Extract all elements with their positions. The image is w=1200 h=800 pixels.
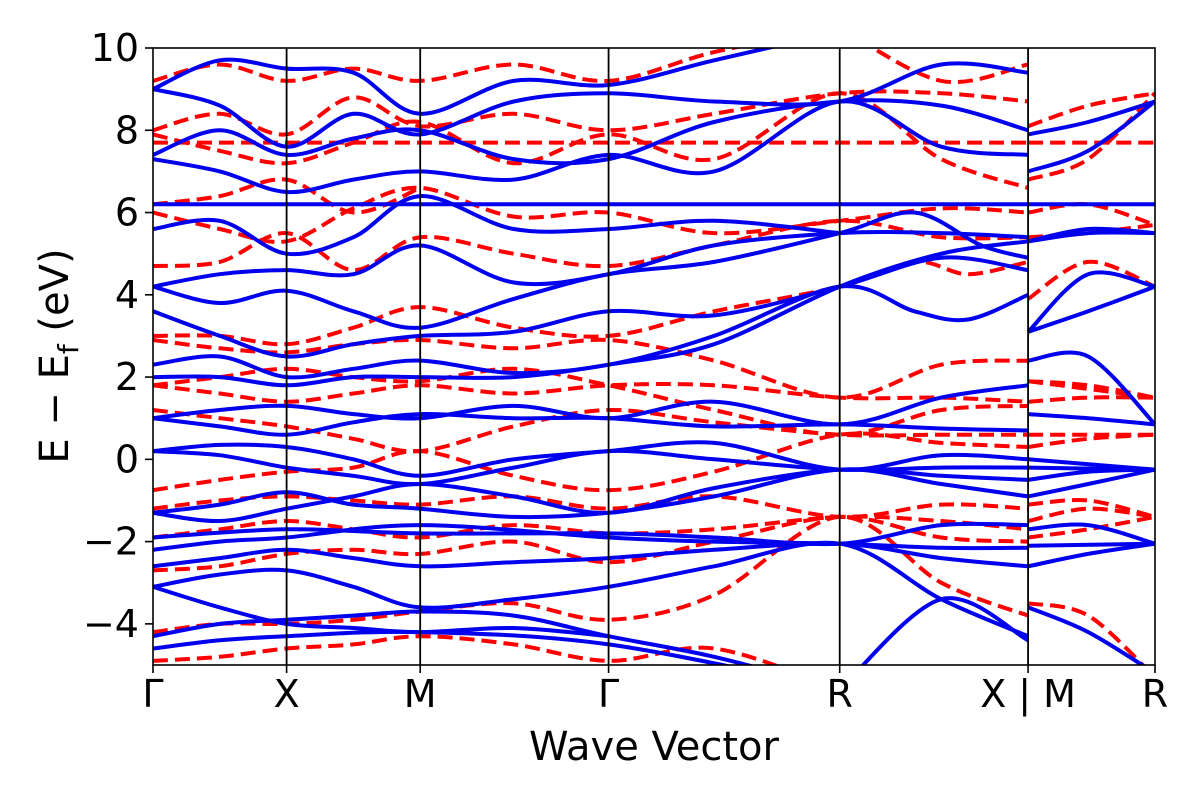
band-line-dashed-3: [153, 514, 1155, 573]
y-tick-label: 6: [115, 191, 139, 235]
y-axis-label-main: E − E: [32, 354, 78, 464]
kpoint-lines: [285, 48, 1029, 665]
band-line-solid-25: [860, 596, 1030, 665]
band-line-solid-1: [153, 609, 756, 665]
band-line-solid-21: [153, 98, 1155, 166]
x-tick-label-4: Γ: [598, 672, 619, 716]
y-tick-label: 10: [91, 26, 139, 70]
band-line-dashed-5: [153, 494, 1155, 519]
x-tick-label-6: X | M: [980, 672, 1076, 717]
band-line-dashed-17: [153, 48, 743, 83]
x-axis-ticks: Γ X M Γ R X | M R: [142, 665, 1168, 717]
series-layer: [153, 48, 1155, 665]
band-line-solid-18: [153, 194, 840, 257]
plot-frame: [152, 47, 1156, 666]
x-tick-label-3: M: [404, 672, 437, 716]
x-tick-label-1: Γ: [142, 672, 163, 716]
y-tick-label: 0: [115, 437, 139, 481]
y-tick-label: 8: [115, 108, 139, 152]
y-axis-label-subscript: f: [52, 343, 85, 354]
y-axis-label-unit: (eV): [32, 248, 78, 344]
band-line-solid-23: [153, 48, 777, 116]
y-tick-label: −2: [83, 520, 139, 564]
band-line-dashed-10: [153, 337, 1155, 400]
band-line-solid-6: [153, 521, 1155, 547]
y-tick-label: 4: [115, 273, 139, 317]
y-tick-label: −4: [83, 602, 139, 646]
band-line-solid-20: [153, 99, 1155, 195]
band-line-solid-3: [153, 540, 1146, 665]
band-line-solid-10: [153, 440, 1155, 478]
y-tick-label: 2: [115, 355, 139, 399]
band-line-solid-15: [153, 255, 1155, 359]
band-line-dashed-13: [153, 185, 1155, 244]
series-solid: [153, 48, 1155, 665]
band-line-dashed-1: [153, 634, 781, 665]
x-axis-label: Wave Vector: [529, 724, 780, 770]
band-line-solid-17: [153, 229, 1029, 289]
plot-area: [153, 48, 1155, 665]
band-line-solid-11: [153, 412, 1155, 437]
y-axis-ticks: −4 −2 0 2 4 6 8 10: [83, 26, 153, 646]
y-axis-label: E − Ef (eV): [32, 248, 85, 463]
x-tick-label-7: R: [1142, 672, 1168, 716]
band-line-solid-2: [153, 584, 609, 639]
x-tick-label-5: R: [827, 672, 853, 716]
band-line-solid-12: [153, 350, 1155, 427]
band-line-solid-22: [153, 61, 1029, 149]
x-tick-label-2: X: [274, 672, 300, 716]
